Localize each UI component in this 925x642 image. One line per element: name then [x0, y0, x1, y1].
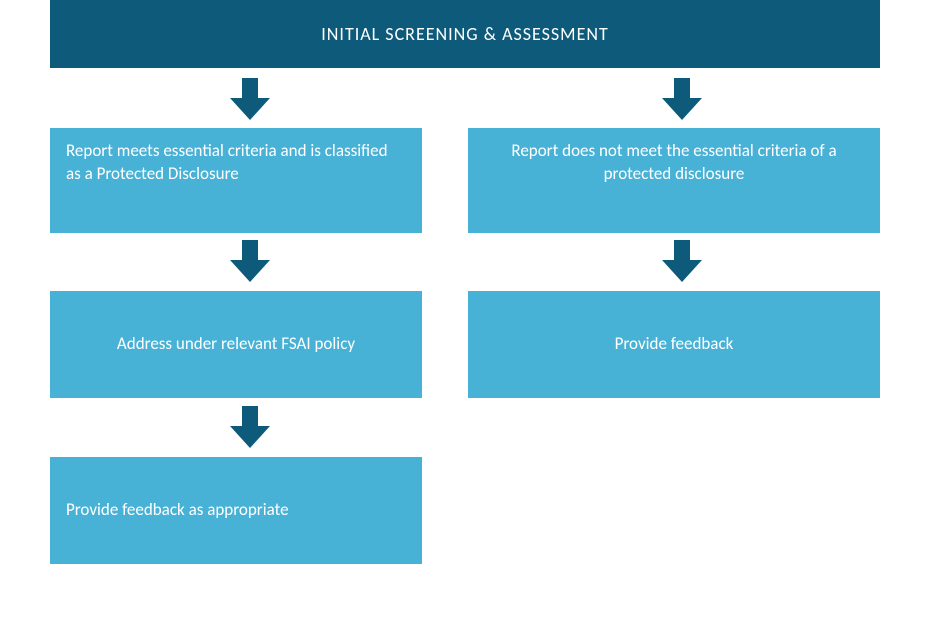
node-feedback-appropriate-label: Provide feedback as appropriate [66, 499, 289, 522]
node-header: INITIAL SCREENING & ASSESSMENT [50, 0, 880, 68]
arrow-down-icon [230, 78, 270, 120]
node-meets-criteria-label: Report meets essential criteria and is c… [66, 140, 406, 186]
node-address-policy-label: Address under relevant FSAI policy [117, 333, 355, 356]
node-provide-feedback: Provide feedback [468, 291, 880, 398]
node-header-label: INITIAL SCREENING & ASSESSMENT [321, 22, 609, 46]
arrow-down-icon [230, 240, 270, 282]
node-not-meet-criteria-label: Report does not meet the essential crite… [484, 140, 864, 186]
node-provide-feedback-label: Provide feedback [615, 333, 734, 356]
node-feedback-appropriate: Provide feedback as appropriate [50, 457, 422, 564]
node-not-meet-criteria: Report does not meet the essential crite… [468, 128, 880, 233]
arrow-down-icon [662, 240, 702, 282]
flowchart-container: INITIAL SCREENING & ASSESSMENT Report me… [50, 0, 880, 642]
arrow-down-icon [230, 406, 270, 448]
node-address-policy: Address under relevant FSAI policy [50, 291, 422, 398]
arrow-down-icon [662, 78, 702, 120]
node-meets-criteria: Report meets essential criteria and is c… [50, 128, 422, 233]
